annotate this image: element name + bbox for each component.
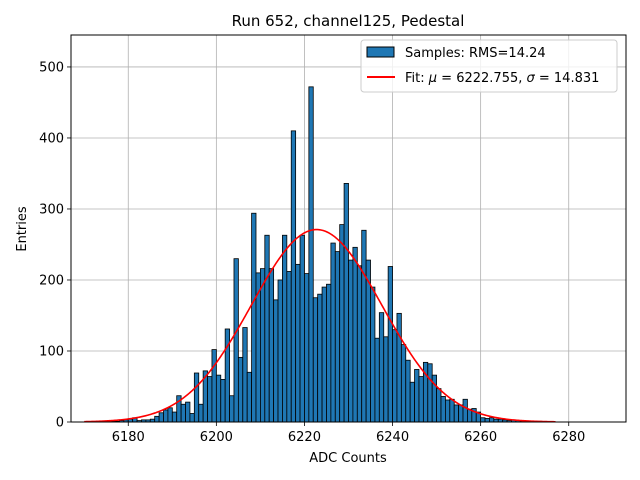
histogram-bar	[317, 293, 323, 423]
histogram-bar	[409, 381, 415, 423]
y-axis-label: Entries	[15, 206, 30, 252]
histogram-bar	[387, 266, 393, 423]
histogram-bar	[277, 279, 283, 423]
legend-fit-mu-symbol: μ	[428, 71, 437, 86]
histogram-bar	[414, 369, 420, 423]
histogram-bar	[449, 398, 455, 423]
histogram-bar	[286, 271, 292, 423]
legend-fit-sigma-value: = 14.831	[535, 71, 600, 86]
legend: Samples: RMS=14.24 Fit: μ = 6222.755, σ …	[360, 39, 618, 93]
histogram-bar	[392, 329, 398, 423]
histogram-bar	[171, 411, 178, 423]
y-tick-label: 0	[56, 416, 64, 431]
histogram-bar	[295, 263, 301, 423]
chart-title: Run 652, channel125, Pedestal	[232, 12, 465, 30]
histogram-bar	[339, 224, 345, 423]
y-tick-label: 100	[39, 344, 64, 359]
y-axis-ticks: 0 100 200 300 400 500	[39, 60, 71, 431]
histogram-bar	[484, 418, 490, 423]
histogram-bar	[427, 363, 433, 423]
histogram-bar	[229, 395, 235, 423]
histogram-bar	[330, 242, 336, 423]
histogram-bar	[207, 376, 213, 423]
histogram-bar	[264, 234, 270, 423]
histogram-bar	[462, 398, 468, 423]
histogram-bar	[233, 258, 239, 423]
histogram-bar	[251, 212, 257, 423]
x-tick-label: 6280	[552, 430, 585, 445]
histogram-bar	[185, 401, 191, 423]
histogram-bar	[418, 376, 424, 423]
histogram-bar	[158, 412, 164, 423]
histogram-bar	[220, 378, 226, 423]
x-tick-label: 6260	[464, 430, 497, 445]
legend-fit-mu-value: = 6222.755,	[437, 71, 526, 86]
histogram-bar	[193, 372, 200, 423]
legend-samples-swatch	[366, 46, 395, 58]
y-tick-label: 200	[39, 273, 64, 288]
histogram-bar	[154, 415, 160, 423]
histogram-bar	[400, 344, 407, 423]
histogram-bar	[198, 403, 204, 423]
histogram-bar	[180, 403, 186, 423]
histogram-bars	[110, 86, 543, 423]
histogram-bar	[396, 312, 402, 423]
x-tick-label: 6240	[376, 430, 409, 445]
histogram-bar	[321, 286, 327, 423]
histogram-bar	[260, 268, 266, 423]
histogram-bar	[480, 417, 486, 423]
x-tick-label: 6180	[112, 430, 145, 445]
histogram-bar	[383, 336, 389, 423]
histogram-bar	[436, 388, 442, 423]
histogram-bar	[440, 396, 446, 423]
histogram-bar	[268, 268, 275, 423]
histogram-bar	[215, 374, 222, 423]
histogram-bar	[211, 349, 217, 423]
histogram-bar	[405, 359, 411, 423]
histogram-bar	[352, 246, 358, 423]
x-tick-label: 6220	[288, 430, 321, 445]
legend-box	[360, 39, 618, 93]
histogram-bar	[167, 407, 173, 423]
legend-fit-sigma-symbol: σ	[527, 71, 536, 86]
histogram-bar	[378, 312, 385, 423]
fit-curve-layer	[84, 228, 556, 423]
y-tick-label: 300	[39, 202, 64, 217]
legend-samples-label: Samples: RMS=14.24	[405, 46, 546, 61]
histogram-bar	[326, 283, 332, 423]
y-tick-label: 400	[39, 131, 64, 146]
legend-fit-label: Fit: μ = 6222.755, σ = 14.831	[405, 71, 599, 86]
histogram-bar	[356, 265, 363, 423]
histogram-bar	[453, 404, 460, 423]
histogram-bar	[334, 251, 341, 423]
histogram-bar	[312, 297, 319, 423]
histogram-bar	[304, 273, 310, 423]
plot-frame	[70, 34, 627, 423]
histogram-bar	[458, 404, 464, 423]
histogram-bar	[242, 327, 248, 423]
histogram-bar	[237, 356, 244, 423]
x-tick-label: 6200	[200, 430, 233, 445]
histogram-bar	[361, 229, 367, 423]
x-axis-label: ADC Counts	[309, 451, 387, 466]
histogram-bar	[290, 130, 297, 423]
histogram-bar	[348, 259, 354, 423]
histogram-bar	[246, 371, 252, 423]
histogram-bar	[343, 183, 349, 423]
histogram-bar	[445, 399, 451, 423]
legend-fit-prefix: Fit:	[405, 71, 429, 86]
histogram-bar	[374, 337, 380, 423]
histogram-bar	[189, 413, 195, 423]
histogram-bar	[299, 234, 305, 423]
fit-curve	[84, 228, 556, 423]
histogram-bar	[308, 86, 314, 423]
histogram-bar	[489, 417, 495, 423]
histogram-bar	[282, 234, 288, 423]
histogram-bar	[273, 299, 279, 423]
y-tick-label: 500	[39, 60, 64, 75]
histogram-bar	[163, 409, 169, 423]
x-axis-ticks: 6180 6200 6220 6240 6260 6280	[112, 422, 585, 445]
histogram-bar	[370, 286, 376, 423]
